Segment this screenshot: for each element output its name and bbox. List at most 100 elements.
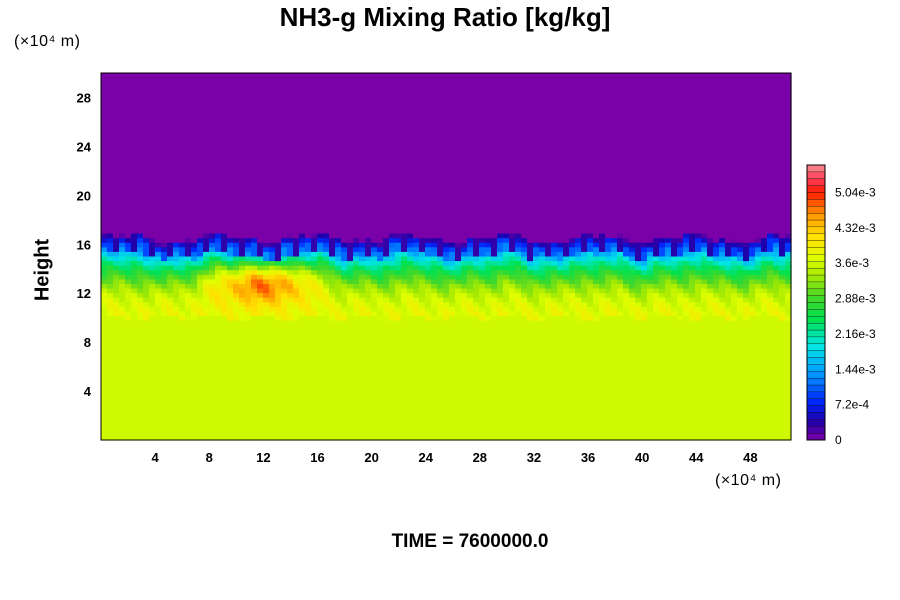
heatmap-cell xyxy=(455,215,462,221)
heatmap-cell xyxy=(119,270,126,276)
heatmap-cell xyxy=(713,238,720,244)
heatmap-cell xyxy=(779,128,786,134)
heatmap-cell xyxy=(407,105,414,111)
heatmap-cell xyxy=(587,146,594,152)
heatmap-cell xyxy=(311,265,318,271)
heatmap-cell xyxy=(293,196,300,203)
heatmap-cell xyxy=(323,118,330,125)
heatmap-cell xyxy=(185,164,192,170)
heatmap-cell xyxy=(107,265,114,271)
heatmap-cell xyxy=(701,128,708,134)
heatmap-cell xyxy=(251,123,258,129)
heatmap-cell xyxy=(659,242,666,248)
heatmap-cell xyxy=(761,178,768,184)
heatmap-cell xyxy=(401,192,408,198)
heatmap-cell xyxy=(527,233,534,239)
heatmap-cell xyxy=(173,265,180,271)
heatmap-cell xyxy=(701,105,708,111)
heatmap-cell xyxy=(191,146,198,152)
heatmap-cell xyxy=(503,215,510,221)
heatmap-cell xyxy=(443,82,450,88)
heatmap-cell xyxy=(287,215,294,221)
heatmap-cell xyxy=(221,270,228,276)
heatmap-cell xyxy=(149,178,156,184)
heatmap-cell xyxy=(437,219,444,225)
heatmap-cell xyxy=(575,247,582,253)
heatmap-cell xyxy=(227,141,234,147)
heatmap-cell xyxy=(629,164,636,170)
heatmap-cell xyxy=(209,100,216,106)
heatmap-cell xyxy=(749,141,756,147)
heatmap-cell xyxy=(299,261,306,267)
heatmap-cell xyxy=(551,164,558,170)
heatmap-cell xyxy=(299,114,306,120)
heatmap-cell xyxy=(389,155,396,161)
heatmap-cell xyxy=(749,73,756,79)
heatmap-cell xyxy=(629,95,636,102)
heatmap-cell xyxy=(425,261,432,267)
heatmap-cell xyxy=(461,155,468,161)
heatmap-cell xyxy=(725,77,732,83)
heatmap-cell xyxy=(635,215,642,221)
heatmap-cell xyxy=(599,86,606,92)
heatmap-cell xyxy=(407,146,414,152)
heatmap-cell xyxy=(179,265,186,271)
heatmap-cell xyxy=(479,91,486,97)
heatmap-cell xyxy=(371,141,378,147)
heatmap-cell xyxy=(653,215,660,221)
heatmap-cell xyxy=(527,238,534,244)
heatmap-cell xyxy=(287,164,294,170)
heatmap-cell xyxy=(251,137,258,143)
heatmap-cell xyxy=(293,164,300,170)
heatmap-cell xyxy=(221,219,228,225)
heatmap-cell xyxy=(785,77,792,83)
heatmap-cell xyxy=(383,73,390,79)
heatmap-cell xyxy=(203,137,210,143)
heatmap-cell xyxy=(173,173,180,180)
heatmap-cell xyxy=(269,118,276,125)
heatmap-cell xyxy=(287,178,294,184)
heatmap-cell xyxy=(413,77,420,83)
heatmap-cell xyxy=(383,201,390,207)
heatmap-cell xyxy=(467,105,474,111)
heatmap-cell xyxy=(599,206,606,212)
heatmap-cell xyxy=(431,109,438,115)
heatmap-cell xyxy=(365,73,372,79)
heatmap-cell xyxy=(545,238,552,244)
heatmap-cell xyxy=(623,91,630,97)
heatmap-cell xyxy=(119,215,126,221)
heatmap-cell xyxy=(221,105,228,111)
heatmap-cell xyxy=(329,187,336,193)
heatmap-cell xyxy=(761,82,768,88)
heatmap-cell xyxy=(647,256,654,262)
heatmap-cell xyxy=(635,77,642,83)
heatmap-cell xyxy=(641,169,648,175)
heatmap-cell xyxy=(479,233,486,239)
heatmap-cell xyxy=(359,77,366,83)
heatmap-cell xyxy=(173,114,180,120)
heatmap-cell xyxy=(527,261,534,267)
heatmap-cell xyxy=(287,132,294,138)
heatmap-cell xyxy=(167,261,174,267)
heatmap-cell xyxy=(491,91,498,97)
heatmap-cell xyxy=(167,150,174,157)
heatmap-cell xyxy=(773,233,780,239)
heatmap-cell xyxy=(473,146,480,152)
heatmap-cell xyxy=(455,114,462,120)
heatmap-cell xyxy=(533,114,540,120)
heatmap-cell xyxy=(281,238,288,244)
heatmap-cell xyxy=(521,215,528,221)
heatmap-cell xyxy=(413,95,420,102)
heatmap-cell xyxy=(239,187,246,193)
heatmap-cell xyxy=(575,114,582,120)
heatmap-cell xyxy=(485,206,492,212)
heatmap-cell xyxy=(227,238,234,244)
heatmap-cell xyxy=(395,201,402,207)
heatmap-cell xyxy=(707,247,714,253)
heatmap-cell xyxy=(767,109,774,115)
heatmap-cell xyxy=(167,123,174,129)
heatmap-cell xyxy=(671,100,678,106)
heatmap-cell xyxy=(527,173,534,180)
heatmap-cell xyxy=(185,228,192,235)
heatmap-cell xyxy=(383,196,390,203)
